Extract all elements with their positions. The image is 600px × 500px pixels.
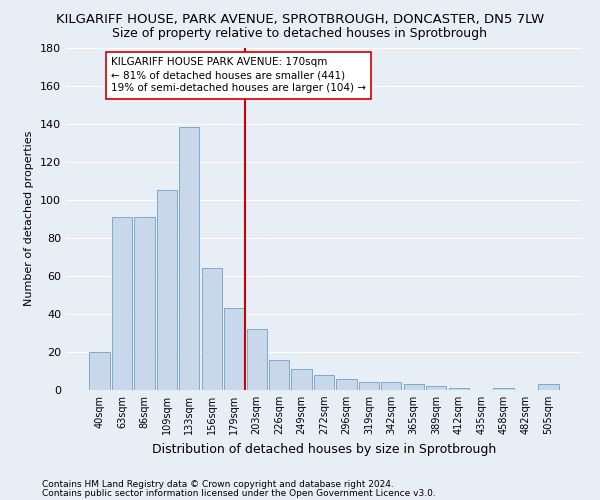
X-axis label: Distribution of detached houses by size in Sprotbrough: Distribution of detached houses by size … xyxy=(152,442,496,456)
Text: KILGARIFF HOUSE, PARK AVENUE, SPROTBROUGH, DONCASTER, DN5 7LW: KILGARIFF HOUSE, PARK AVENUE, SPROTBROUG… xyxy=(56,12,544,26)
Bar xyxy=(381,382,401,390)
Bar xyxy=(224,308,244,390)
Bar xyxy=(449,388,469,390)
Text: KILGARIFF HOUSE PARK AVENUE: 170sqm
← 81% of detached houses are smaller (441)
1: KILGARIFF HOUSE PARK AVENUE: 170sqm ← 81… xyxy=(111,57,366,94)
Bar xyxy=(89,352,110,390)
Bar xyxy=(202,268,222,390)
Text: Size of property relative to detached houses in Sprotbrough: Size of property relative to detached ho… xyxy=(113,28,487,40)
Bar xyxy=(359,382,379,390)
Bar xyxy=(112,217,132,390)
Bar xyxy=(157,190,177,390)
Bar xyxy=(292,369,311,390)
Bar xyxy=(134,217,155,390)
Bar xyxy=(314,375,334,390)
Bar xyxy=(538,384,559,390)
Bar xyxy=(247,329,267,390)
Text: Contains HM Land Registry data © Crown copyright and database right 2024.: Contains HM Land Registry data © Crown c… xyxy=(42,480,394,489)
Y-axis label: Number of detached properties: Number of detached properties xyxy=(25,131,34,306)
Bar xyxy=(337,378,356,390)
Bar xyxy=(426,386,446,390)
Bar xyxy=(493,388,514,390)
Bar xyxy=(179,128,199,390)
Bar xyxy=(269,360,289,390)
Bar xyxy=(404,384,424,390)
Text: Contains public sector information licensed under the Open Government Licence v3: Contains public sector information licen… xyxy=(42,488,436,498)
